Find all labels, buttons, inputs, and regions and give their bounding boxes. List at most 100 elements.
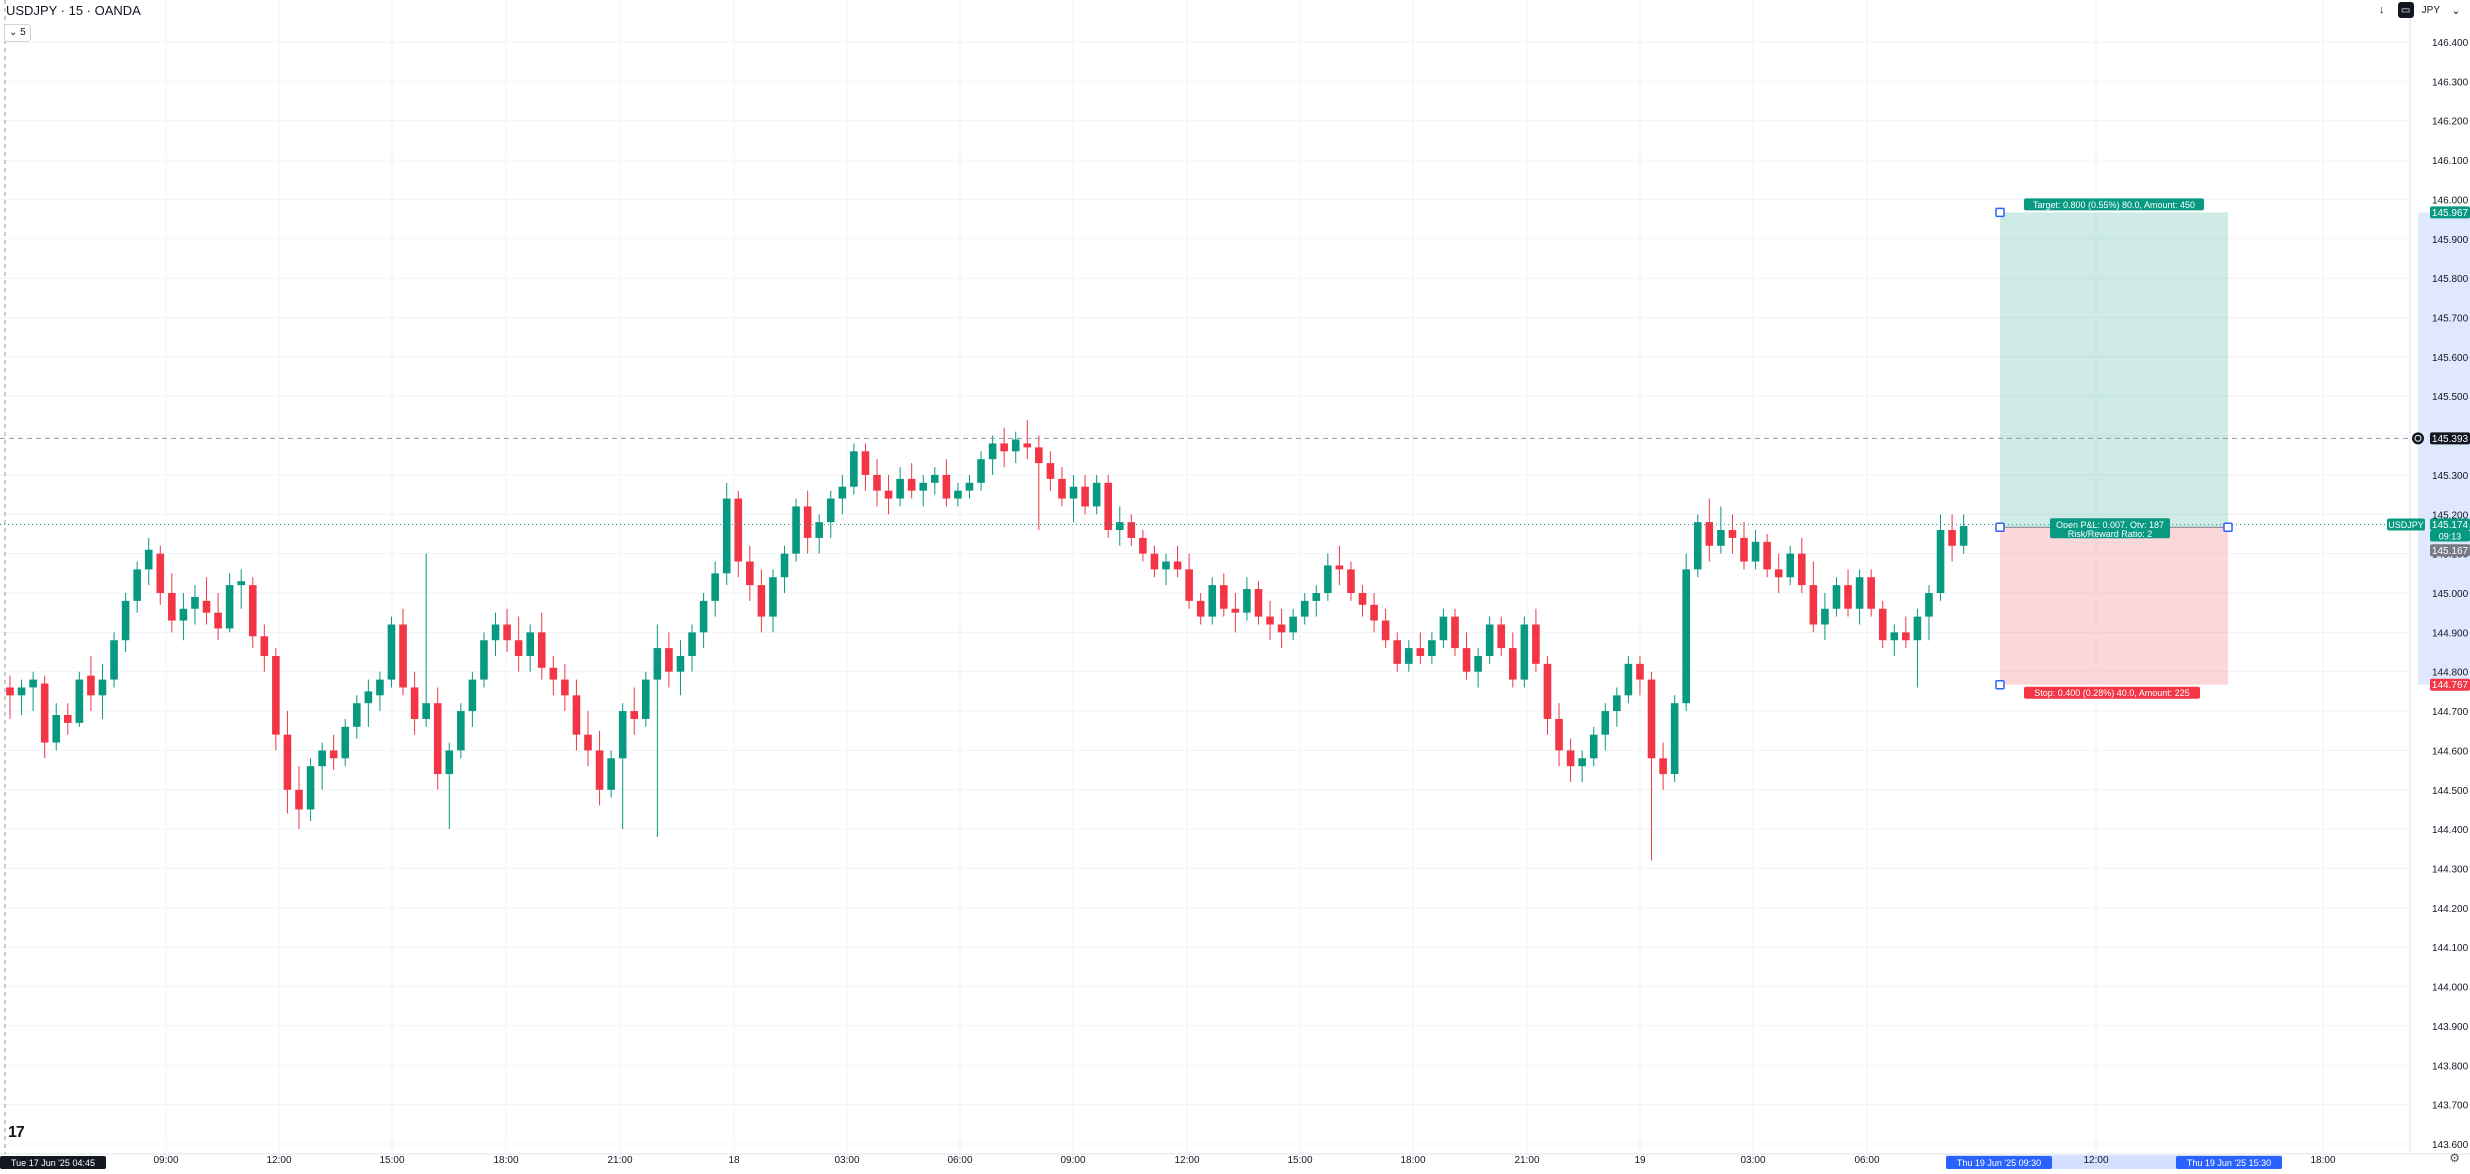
price-tick-label: 143.800 xyxy=(2432,1061,2469,1072)
candle-down xyxy=(803,506,812,538)
time-tick-label: 19 xyxy=(1634,1155,1646,1166)
candle-up xyxy=(699,600,708,633)
candle-up xyxy=(121,600,130,641)
candle-down xyxy=(537,632,546,668)
price-tick-label: 146.400 xyxy=(2432,38,2469,49)
candle-up xyxy=(896,478,904,499)
range-start-badge-bg xyxy=(1946,1156,2052,1169)
candle-down xyxy=(260,636,269,656)
price-tick-label: 144.800 xyxy=(2432,668,2469,679)
candle-up xyxy=(1717,530,1725,546)
price-tick-label: 145.000 xyxy=(2432,589,2469,600)
candle-up xyxy=(1913,616,1922,641)
candle-down xyxy=(214,612,222,629)
candle-up xyxy=(988,443,997,460)
candle-up xyxy=(792,506,800,554)
candle-down xyxy=(1555,718,1563,751)
price-tick-label: 144.300 xyxy=(2432,865,2469,876)
time-tick-label: 15:00 xyxy=(379,1155,404,1166)
candle-down xyxy=(1000,443,1008,452)
candle-up xyxy=(75,679,84,723)
candle-down xyxy=(295,789,303,810)
price-tick-label: 144.700 xyxy=(2432,707,2469,718)
price-tick-label: 145.800 xyxy=(2432,274,2469,285)
symbol-title[interactable]: USDJPY · 15 · OANDA xyxy=(6,3,141,18)
symbol-badge-bg xyxy=(2387,518,2425,531)
candle-down xyxy=(410,687,419,719)
time-tick-label: 09:00 xyxy=(153,1155,178,1166)
candle-up xyxy=(722,498,731,574)
candle-down xyxy=(6,687,14,696)
candle-up xyxy=(353,703,361,727)
candle-down xyxy=(1647,679,1656,759)
candle-down xyxy=(1659,758,1667,775)
candle-up xyxy=(491,624,500,641)
candle-down xyxy=(549,667,558,680)
candle-up xyxy=(642,679,650,719)
candle-down xyxy=(734,498,743,562)
candle-down xyxy=(861,451,870,475)
candle-up xyxy=(1162,561,1170,570)
stop-zone xyxy=(2000,527,2228,685)
candle-up xyxy=(711,573,719,601)
price-tick-label: 146.000 xyxy=(2432,195,2469,206)
candle-down xyxy=(514,640,523,656)
candle-down xyxy=(1370,604,1378,621)
candle-down xyxy=(1196,600,1205,617)
candle-up xyxy=(144,549,153,570)
settings-icon[interactable]: ⚙ xyxy=(2449,1151,2460,1165)
candle-down xyxy=(1566,750,1575,767)
candle-down xyxy=(283,734,292,790)
candle-up xyxy=(1115,522,1124,531)
start-time-badge: Tue 17 Jun '25 04:45 xyxy=(11,1158,95,1168)
candle-up xyxy=(815,522,823,538)
arrow-down-icon[interactable]: ↓ xyxy=(2378,4,2385,16)
candle-down xyxy=(1277,624,1286,633)
candle-up xyxy=(179,608,188,621)
candle-up xyxy=(133,569,141,601)
candle-down xyxy=(1266,616,1274,625)
candle-up xyxy=(1069,486,1078,499)
candle-up xyxy=(376,679,384,696)
chevron-down-icon[interactable]: ⌄ xyxy=(2451,4,2461,17)
candle-down xyxy=(1104,482,1112,531)
time-tick-label: 18:00 xyxy=(493,1155,518,1166)
tradingview-logo[interactable]: 17 xyxy=(8,1124,25,1141)
candle-up xyxy=(1289,616,1297,633)
position-handle xyxy=(1995,679,2005,690)
open-pnl-label: Open P&L: 0.007, Qty: 187 xyxy=(2056,520,2164,530)
stop-label-bg xyxy=(2024,686,2200,699)
candle-down xyxy=(1774,569,1783,578)
candle-up xyxy=(526,632,534,656)
current-price-badge: 145.174 xyxy=(2432,520,2469,531)
risk-reward-label: Risk/Reward Ratio: 2 xyxy=(2068,529,2153,539)
candle-up xyxy=(1613,695,1621,712)
candle-down xyxy=(1231,608,1240,613)
candle-up xyxy=(1578,758,1586,767)
candle-down xyxy=(1150,553,1159,570)
indicator-icon[interactable]: ▭ xyxy=(2397,2,2414,18)
candle-down xyxy=(561,679,569,696)
candle-down xyxy=(1740,537,1748,562)
candle-up xyxy=(17,687,26,696)
candle-up xyxy=(364,691,373,704)
candle-down xyxy=(1948,530,1956,546)
price-tick-label: 145.600 xyxy=(2432,353,2469,364)
candle-down xyxy=(630,711,639,719)
crosshair-badge-icon xyxy=(2412,432,2424,445)
candle-up xyxy=(618,711,627,759)
candle-down xyxy=(595,750,604,790)
candle-down xyxy=(1809,585,1818,625)
collapse-indicators-button[interactable]: ⌄ 5 xyxy=(4,24,31,42)
currency-label[interactable]: JPY xyxy=(2421,4,2440,16)
candle-up xyxy=(1324,565,1332,593)
position-zones xyxy=(1946,212,2470,1169)
candle-up xyxy=(919,482,928,491)
candle-down xyxy=(272,655,280,735)
candle-down xyxy=(942,474,951,499)
candle-up xyxy=(1925,593,1933,617)
candle-up xyxy=(1300,600,1309,617)
risk-reward-label-bg xyxy=(2050,528,2170,539)
